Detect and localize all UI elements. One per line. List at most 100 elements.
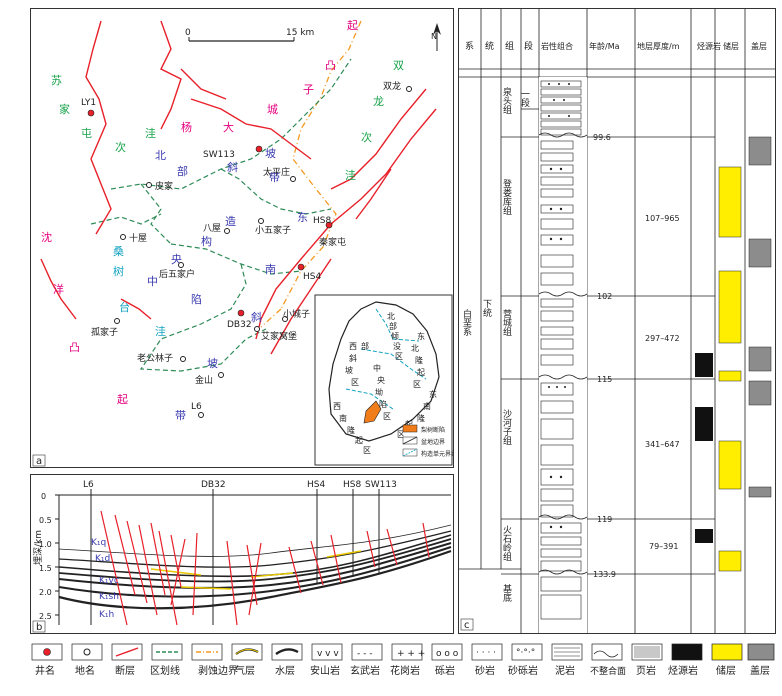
unit-label: 北 (155, 149, 166, 162)
thickness-labels: 107–965 297–472 341–647 79–391 (645, 214, 680, 551)
unit-label: 双 (393, 59, 404, 72)
svg-text:起: 起 (355, 436, 363, 445)
cross-section-panel: 埋深/km 0 0.5 1.0 1.5 2.0 2.5 L6 DB32 HS4 (30, 474, 454, 634)
unit-label: 洼 (345, 168, 356, 182)
stratal-horizons (58, 524, 452, 610)
header-age: 年龄/Ma (589, 41, 620, 51)
svg-text:没: 没 (393, 341, 401, 351)
header-cap-rock: 盖层 (751, 41, 767, 51)
svg-text:隆: 隆 (347, 425, 355, 435)
legend: v v v - - - + + + o o o · · · · °·°·° 井名… (30, 640, 776, 692)
andesite-pattern-icon: v v v (317, 649, 339, 659)
unit-label: 部 (177, 164, 188, 178)
formation-K1yc: K₁yc (99, 576, 119, 586)
sandstone-pattern-icon: · · · · (476, 648, 496, 658)
formation-K1h: K₁h (99, 610, 114, 620)
formation-huoshiling: 火石岭组 (501, 525, 512, 561)
legend-label: 烃源岩 (668, 664, 698, 677)
north-arrow-icon: N (431, 23, 441, 51)
structure-map: 0 15 km N (32, 19, 457, 467)
unit-label: 次 (115, 140, 126, 154)
svg-text:起: 起 (417, 368, 425, 377)
svg-text:西: 西 (349, 342, 357, 351)
well-label: LY1 (81, 98, 96, 108)
legend-label: 气层 (235, 664, 255, 677)
formation-K1d: K₁d (95, 554, 110, 564)
place-label: 孤家子 (91, 326, 118, 338)
svg-text:南: 南 (339, 413, 347, 423)
unit-label: 次 (361, 130, 372, 144)
legend-label: 剥蚀边界 (198, 664, 238, 677)
unit-label: 起 (347, 19, 358, 32)
well-label: HS8 (313, 216, 331, 226)
header-member: 段 (524, 40, 533, 52)
well-symbol-icon (43, 648, 51, 656)
unit-label: 树 (113, 264, 124, 278)
well-label: DB32 (227, 320, 252, 330)
svg-text:区: 区 (397, 430, 405, 439)
structure-map-panel: 0 15 km N (30, 8, 457, 468)
unit-label: 斜 (227, 161, 238, 174)
place-label: 小城子 (283, 309, 310, 320)
svg-text:115: 115 (597, 375, 612, 384)
unit-label: 带 (269, 171, 280, 184)
scale-zero: 0 (185, 28, 191, 38)
place-label: 金山 (195, 374, 213, 386)
formation-yingcheng: 营城组 (501, 308, 512, 336)
unit-label: 东 (297, 211, 308, 224)
place-symbol-icon (83, 648, 91, 656)
unit-label: 子 (303, 83, 314, 96)
formation-names: 泉头组 登娄库组 营城组 沙河子组 火石岭组 基底 一段 (501, 86, 530, 603)
svg-text:0.5: 0.5 (39, 516, 52, 525)
svg-text:起: 起 (405, 420, 413, 429)
svg-text:107–965: 107–965 (645, 214, 680, 223)
inset-legend-basin-boundary: 盆地边界 (421, 438, 445, 446)
stratigraphic-column: 系 统 组 段 岩性组合 年龄/Ma 地层厚度/m 烃源岩 储层 盖层 白垩系 … (459, 9, 775, 637)
svg-text:陷: 陷 (379, 399, 387, 409)
system-label: 白垩系 (461, 308, 472, 336)
svg-text:坳: 坳 (375, 387, 383, 397)
unit-label: 城 (267, 103, 278, 116)
svg-text:倾: 倾 (391, 331, 399, 341)
svg-text:2.5: 2.5 (39, 612, 52, 621)
svg-text:中: 中 (373, 363, 381, 373)
svg-text:区: 区 (383, 412, 391, 421)
svg-text:部: 部 (361, 341, 369, 351)
header-system: 系 (465, 41, 474, 52)
legend-label: 花岗岩 (390, 664, 420, 677)
legend-label: 砂砾岩 (508, 664, 538, 677)
inset-legend-unit-line: 构造单元界线 (421, 450, 453, 458)
svg-text:N: N (431, 32, 437, 41)
unit-label: 央 (171, 253, 182, 266)
unit-label: 大 (223, 120, 234, 134)
legend-label: 水层 (275, 665, 295, 677)
basalt-pattern-icon: - - - (357, 649, 372, 659)
unit-label: 斜 (251, 311, 262, 324)
legend-label: 砂岩 (475, 664, 495, 677)
svg-text:坡: 坡 (345, 365, 353, 375)
formation-K1q: K₁q (91, 538, 106, 548)
formation-labels: K₁q K₁d K₁yc K₁sh K₁h (91, 538, 119, 620)
well-label: SW113 (203, 150, 235, 160)
erosion-boundary (280, 20, 362, 310)
svg-text:1.5: 1.5 (39, 564, 52, 573)
svg-text:297–472: 297–472 (645, 334, 680, 343)
svg-text:99.6: 99.6 (593, 133, 611, 142)
cap-rock-bars (748, 136, 772, 498)
header-formation: 组 (505, 40, 514, 52)
svg-text:区: 区 (351, 378, 359, 387)
member-label: 一段 (519, 89, 530, 108)
unit-label: 桑 (113, 245, 124, 258)
legend-label: 地名 (75, 664, 95, 677)
fault-symbol-icon (115, 647, 139, 657)
place-label: 双龙 (383, 80, 401, 92)
svg-text:133.9: 133.9 (593, 570, 616, 579)
unit-label: 坡 (207, 357, 218, 370)
unit-label: 带 (175, 409, 186, 422)
legend-label: 泥岩 (555, 664, 575, 677)
svg-text:区: 区 (395, 352, 403, 361)
well-HS4: HS4 (307, 480, 325, 490)
place-label: 小五家子 (255, 224, 291, 236)
well-markers: LY1 SW113 HS8 HS4 DB32 L6 (81, 98, 333, 418)
reservoir-bars (718, 166, 742, 572)
